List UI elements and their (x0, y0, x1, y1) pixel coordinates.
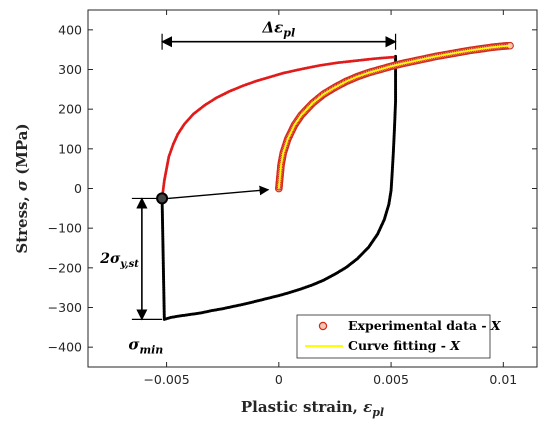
x-tick-label: 0 (275, 372, 283, 387)
legend-experimental-marker (318, 321, 328, 331)
y-tick-label: −100 (48, 221, 82, 236)
legend-experimental-italic: X (490, 318, 502, 333)
y-tick-label: 400 (58, 22, 82, 37)
delta-strain-symbol: Δε (262, 19, 284, 37)
tick-group: −0.005 0 0.005 0.01 −400 −300 −200 −100 0 100 200 3… (48, 10, 537, 387)
x-tick-label: 0.01 (489, 372, 517, 387)
curve-fitting-line (277, 44, 511, 189)
sigma-yield-subscript: y,st (119, 259, 139, 270)
delta-strain-label: Δεpl (262, 19, 296, 40)
legend-fitting-italic: X (449, 338, 461, 353)
legend: Experimental data - X Curve fitting - X (296, 314, 502, 359)
y-tick-label: 300 (58, 62, 82, 77)
x-axis-label-main: Plastic strain, (241, 398, 363, 416)
reloading-branch-point (391, 55, 395, 59)
y-tick-label: 100 (58, 141, 82, 156)
y-tick-label: 200 (58, 102, 82, 117)
annotation-group: Δεpl 2σy,st σmin (99, 19, 397, 356)
legend-box (296, 314, 491, 359)
sigma-yield-label: 2σy,st (99, 251, 139, 270)
y-axis-label-symbol: σ (13, 179, 31, 191)
unloading-branch-point (394, 54, 398, 58)
sigma-min-symbol: σ (128, 335, 140, 353)
legend-fitting-label: Curve fitting - X (348, 338, 461, 353)
legend-experimental-label: Experimental data - X (348, 318, 502, 333)
y-axis-label: Stress, σ (MPa) (13, 123, 31, 253)
sigma-min-subscript: min (139, 343, 163, 356)
sigma-yield-symbol: 2σ (99, 251, 121, 267)
shift-arrow (168, 185, 270, 200)
x-axis-label: Plastic strain, εpl (241, 398, 384, 419)
legend-experimental-text: Experimental data - (348, 318, 491, 333)
plot-area (160, 41, 514, 321)
y-axis-label-unit: (MPa) (13, 123, 31, 180)
x-axis-label-subscript: pl (372, 406, 384, 419)
y-tick-label: −400 (48, 340, 82, 355)
x-tick-label: 0.005 (373, 372, 409, 387)
x-axis-label-symbol: ε (363, 398, 372, 416)
y-tick-label: −200 (48, 260, 82, 275)
legend-fitting-text: Curve fitting - (348, 338, 450, 353)
x-tick-label: −0.005 (143, 372, 189, 387)
y-tick-label: −300 (48, 300, 82, 315)
delta-strain-subscript: pl (283, 27, 295, 40)
start-point-marker (156, 192, 169, 205)
y-axis-label-main: Stress, (13, 191, 31, 254)
sigma-min-label: σmin (128, 335, 163, 356)
y-tick-label: 0 (74, 181, 82, 196)
